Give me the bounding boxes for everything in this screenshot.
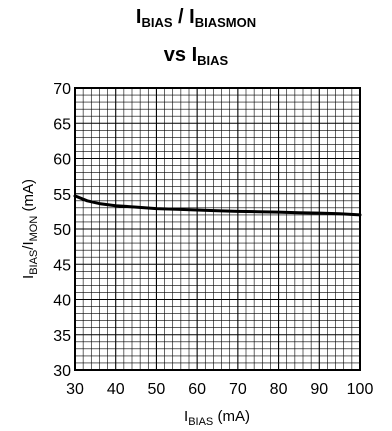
y-axis-label: IBIAS/IMON (mA): [20, 179, 40, 279]
series-group: [73, 194, 362, 217]
x-tick-labels: 30 40 50 60 70 80 90 100: [66, 381, 373, 398]
x-tick-label: 100: [347, 381, 374, 398]
x-tick-label: 80: [270, 381, 288, 398]
x-tick-label: 90: [310, 381, 328, 398]
x-tick-label: 30: [66, 381, 84, 398]
y-tick-label: 60: [53, 152, 71, 169]
x-tick-label: 50: [148, 381, 166, 398]
series-line: [73, 194, 362, 217]
x-tick-label: 40: [107, 381, 125, 398]
plot-frame: [74, 87, 361, 371]
y-tick-label: 45: [53, 257, 71, 274]
y-tick-label: 70: [53, 81, 71, 98]
chart-title-1: IBIAS / IBIASMON: [135, 6, 257, 30]
y-tick-label: 30: [53, 363, 71, 380]
y-tick-label: 40: [53, 293, 71, 310]
y-tick-labels: 30 35 40 45 50 55 60 65 70: [53, 81, 71, 380]
y-tick-label: 50: [53, 222, 71, 239]
y-tick-label: 35: [53, 328, 71, 345]
x-axis-label: IBIAS (mA): [184, 408, 250, 428]
y-tick-label: 55: [53, 187, 71, 204]
chart-title-2: vs IBIAS: [163, 44, 229, 68]
x-tick-label: 70: [229, 381, 247, 398]
x-tick-label: 60: [188, 381, 206, 398]
y-tick-label: 65: [53, 116, 71, 133]
grid: [74, 87, 361, 371]
